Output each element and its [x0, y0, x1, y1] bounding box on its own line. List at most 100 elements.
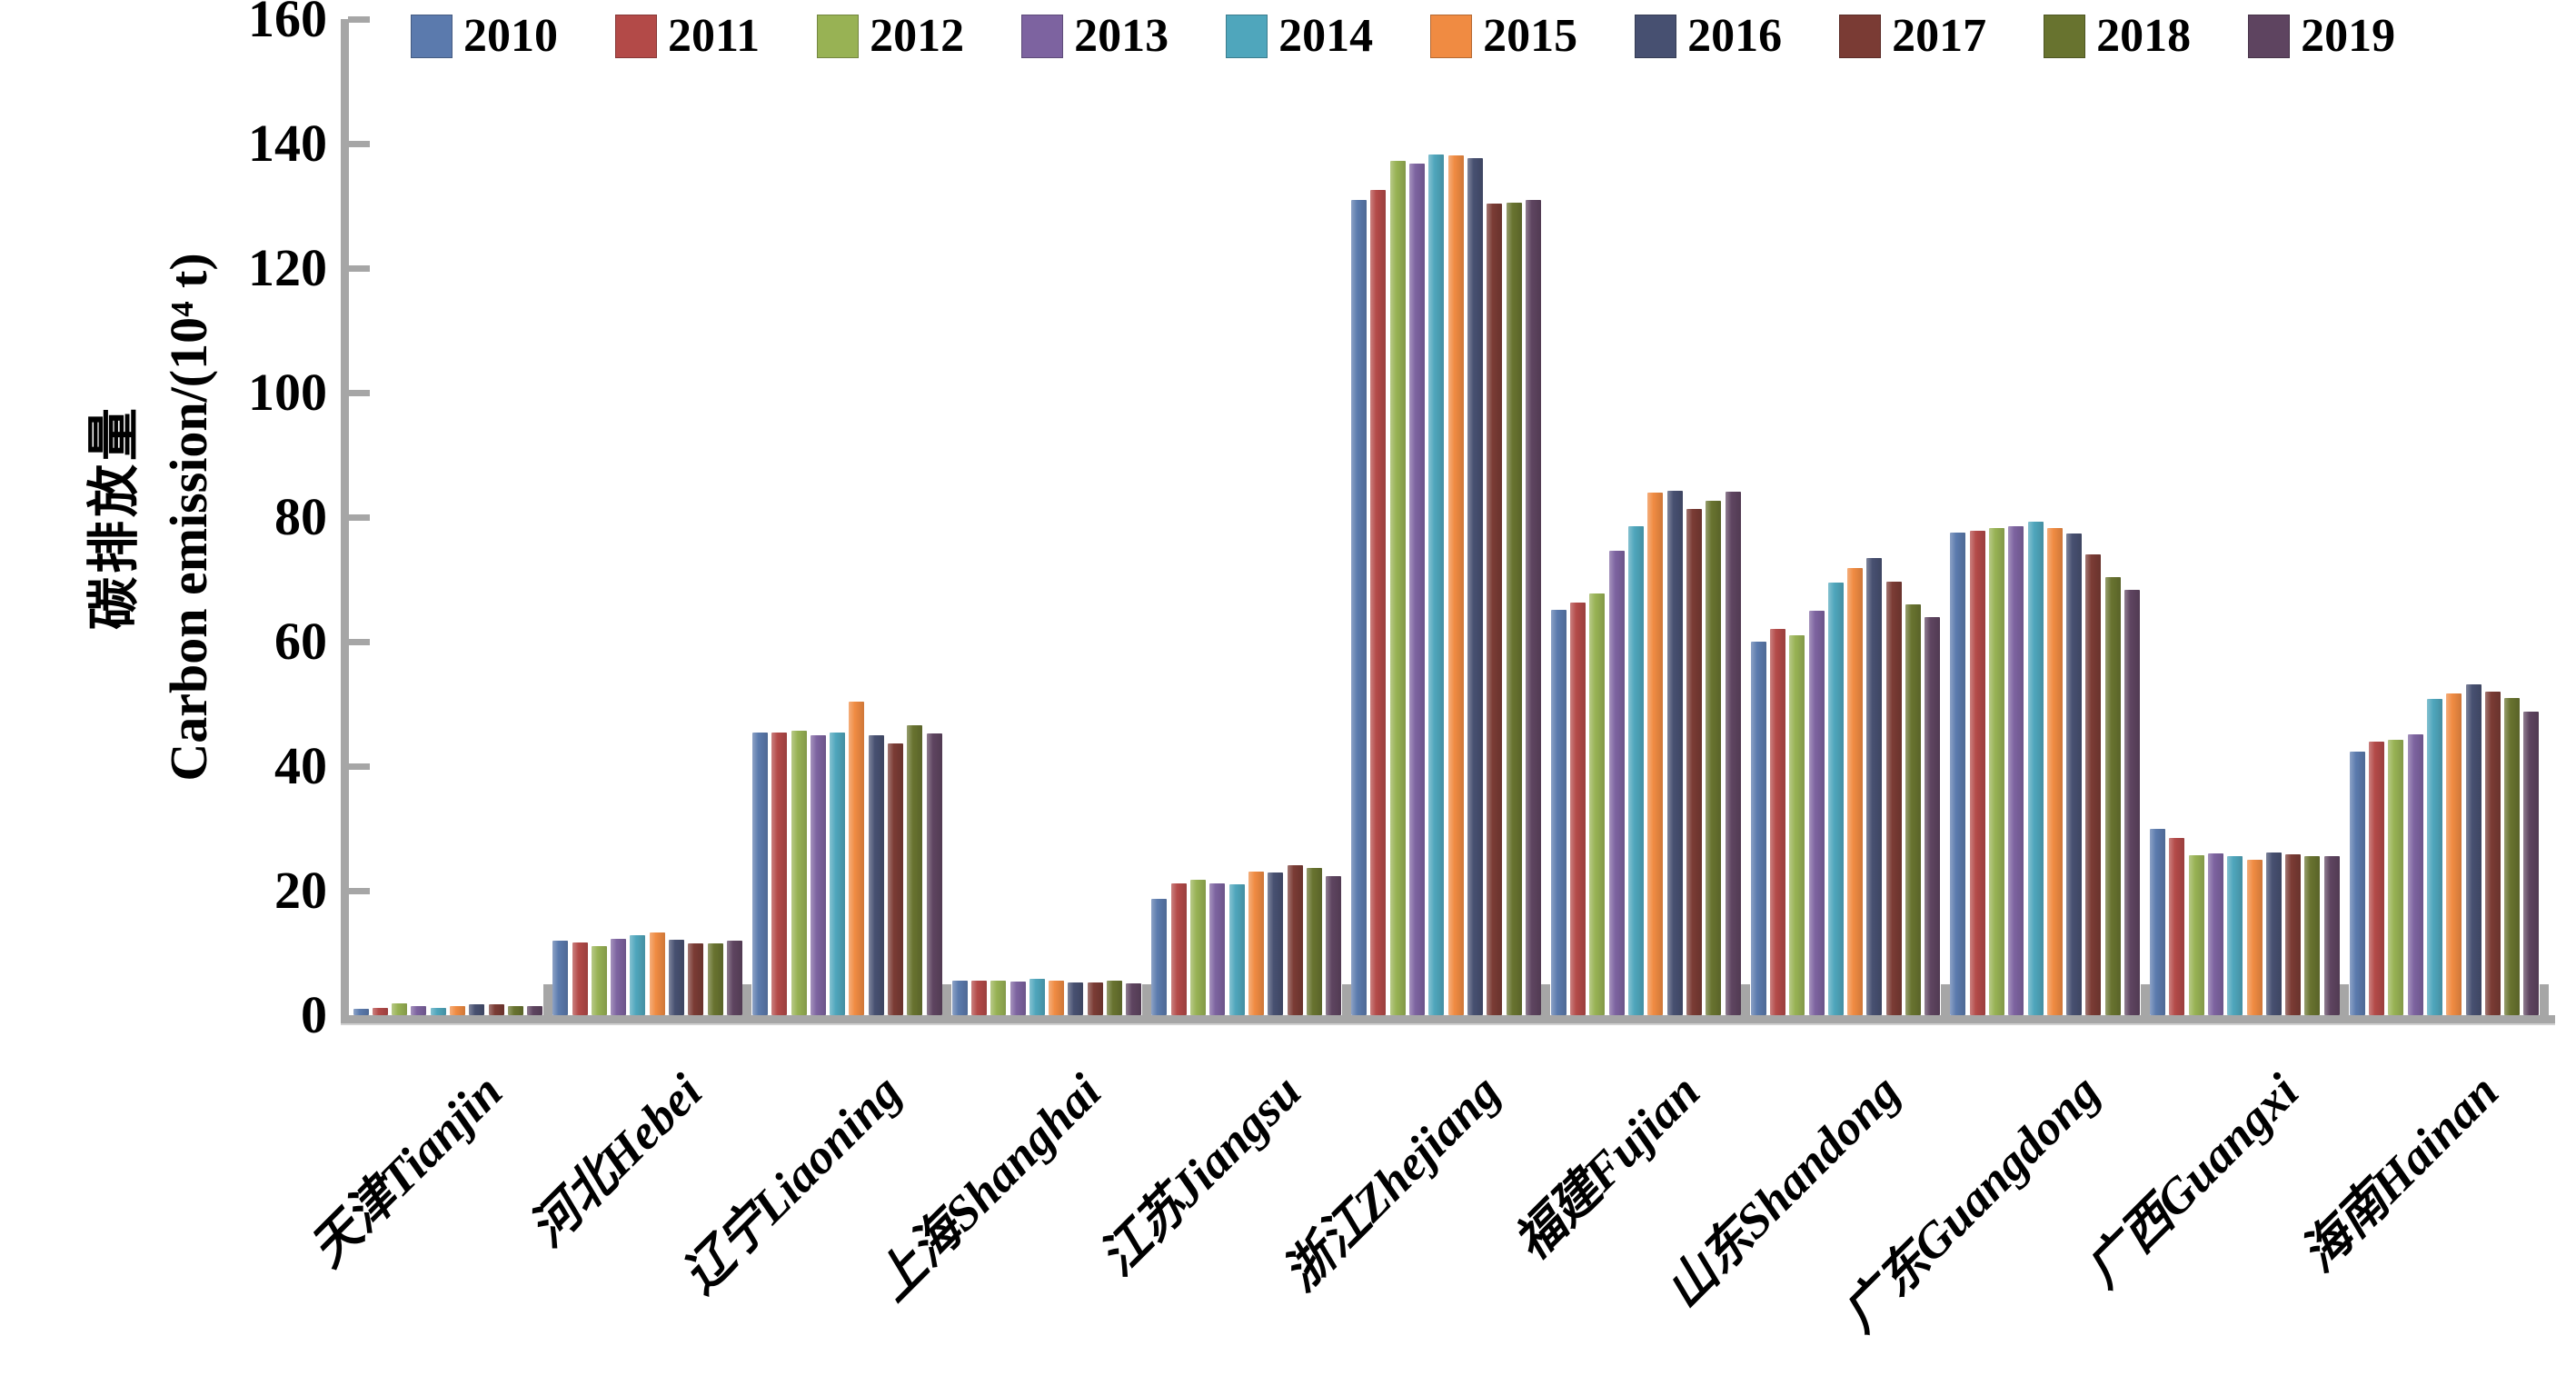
- bar-2018-江苏Jiangsu: [1306, 868, 1322, 1015]
- legend-swatch-2010: [411, 15, 453, 58]
- legend-item-2014: 2014: [1226, 13, 1373, 60]
- bar-2019-海南Hainan: [2523, 712, 2540, 1015]
- bar-2016-天津Tianjin: [469, 1003, 485, 1016]
- x-axis-tick-9: [2140, 984, 2150, 1015]
- x-axis-line: [341, 1015, 2555, 1023]
- bar-2011-海南Hainan: [2369, 741, 2385, 1016]
- bar-2014-辽宁Liaoning: [830, 733, 846, 1015]
- bar-2016-福建Fujian: [1666, 491, 1683, 1015]
- legend-swatch-2012: [817, 15, 860, 58]
- legend-item-2015: 2015: [1430, 13, 1577, 60]
- legend-label-2015: 2015: [1483, 10, 1578, 62]
- legend-item-2019: 2019: [2248, 13, 2395, 60]
- bar-2017-海南Hainan: [2484, 691, 2501, 1016]
- legend-swatch-2015: [1430, 15, 1473, 58]
- legend-label-2017: 2017: [1892, 10, 1987, 62]
- y-tick-label-120: 120: [248, 238, 327, 297]
- bar-2018-浙江Zhejiang: [1506, 203, 1522, 1015]
- x-axis-tick-4: [1141, 984, 1151, 1015]
- bar-2010-上海Shanghai: [951, 981, 968, 1015]
- bar-2015-山东Shandong: [1847, 568, 1864, 1015]
- bar-2016-上海Shanghai: [1068, 982, 1084, 1016]
- bar-2014-江苏Jiangsu: [1228, 884, 1245, 1015]
- bar-2018-海南Hainan: [2504, 697, 2521, 1016]
- bar-2014-上海Shanghai: [1029, 978, 1045, 1016]
- legend-swatch-2018: [2044, 15, 2086, 58]
- x-axis-tick-11: [2540, 984, 2549, 1015]
- bar-2017-上海Shanghai: [1087, 982, 1103, 1015]
- bar-2017-广东Guangdong: [2085, 554, 2102, 1015]
- bar-2019-福建Fujian: [1725, 491, 1741, 1016]
- legend-item-2016: 2016: [1635, 13, 1782, 60]
- legend-label-2011: 2011: [668, 10, 761, 62]
- bar-2018-广东Guangdong: [2104, 577, 2121, 1015]
- bar-2017-福建Fujian: [1686, 509, 1702, 1015]
- bar-2010-河北Hebei: [552, 941, 569, 1015]
- bar-2014-广东Guangdong: [2027, 522, 2044, 1015]
- bar-2012-浙江Zhejiang: [1389, 161, 1406, 1015]
- bar-2012-广东Guangdong: [1988, 528, 2004, 1015]
- legend-label-2018: 2018: [2096, 10, 2192, 62]
- bar-2014-浙江Zhejiang: [1428, 154, 1445, 1016]
- bar-2019-河北Hebei: [726, 941, 742, 1015]
- legend-swatch-2014: [1226, 15, 1268, 58]
- bar-2010-广东Guangdong: [1950, 533, 1966, 1015]
- bar-2016-山东Shandong: [1866, 557, 1883, 1016]
- bar-2011-河北Hebei: [572, 942, 588, 1016]
- bar-2012-福建Fujian: [1589, 593, 1606, 1016]
- bar-2013-天津Tianjin: [411, 1005, 427, 1016]
- bar-2010-浙江Zhejiang: [1351, 199, 1368, 1016]
- bar-2016-河北Hebei: [669, 940, 685, 1015]
- bar-2014-广西Guangxi: [2227, 856, 2243, 1015]
- bar-2014-山东Shandong: [1827, 582, 1844, 1016]
- y-tick-140: [348, 141, 370, 147]
- x-axis-tick-1: [542, 984, 552, 1015]
- legend-label-2019: 2019: [2301, 10, 2396, 62]
- bar-2010-天津Tianjin: [353, 1009, 369, 1015]
- bar-2013-海南Hainan: [2407, 734, 2423, 1015]
- bar-2018-上海Shanghai: [1107, 981, 1123, 1015]
- y-axis-line: [341, 19, 349, 1023]
- bar-2015-河北Hebei: [649, 932, 665, 1016]
- bar-2010-海南Hainan: [2349, 751, 2365, 1016]
- bar-2016-广西Guangxi: [2265, 853, 2282, 1015]
- bar-2019-广东Guangdong: [2124, 590, 2141, 1015]
- bar-2015-江苏Jiangsu: [1248, 872, 1264, 1015]
- y-tick-20: [348, 888, 370, 894]
- bar-2012-上海Shanghai: [990, 980, 1007, 1016]
- bar-2018-河北Hebei: [707, 942, 723, 1016]
- legend-label-2016: 2016: [1687, 10, 1783, 62]
- bar-2015-广西Guangxi: [2246, 859, 2263, 1016]
- bar-2017-浙江Zhejiang: [1487, 204, 1503, 1015]
- legend-swatch-2019: [2248, 15, 2291, 58]
- legend-swatch-2016: [1635, 15, 1677, 58]
- legend-item-2010: 2010: [411, 13, 558, 60]
- bar-2011-上海Shanghai: [970, 980, 987, 1016]
- x-category-label-7: 福建Fujian: [1504, 1063, 1711, 1271]
- legend-label-2013: 2013: [1074, 10, 1169, 62]
- x-axis-tick-8: [1940, 984, 1950, 1015]
- bar-2010-广西Guangxi: [2150, 828, 2166, 1015]
- bar-2011-广东Guangdong: [1969, 531, 1985, 1015]
- bar-2013-辽宁Liaoning: [810, 734, 826, 1016]
- legend-item-2013: 2013: [1021, 13, 1169, 60]
- bar-2011-天津Tianjin: [372, 1007, 388, 1016]
- bar-2015-天津Tianjin: [450, 1005, 465, 1016]
- bar-2010-山东Shandong: [1750, 642, 1766, 1015]
- bar-2017-河北Hebei: [688, 942, 704, 1016]
- y-tick-40: [348, 763, 370, 770]
- bar-2011-辽宁Liaoning: [771, 733, 788, 1015]
- legend-label-2010: 2010: [463, 10, 558, 62]
- y-tick-160: [348, 16, 370, 23]
- bar-2019-辽宁Liaoning: [926, 733, 942, 1016]
- bar-2015-上海Shanghai: [1049, 980, 1065, 1016]
- bar-2011-浙江Zhejiang: [1370, 190, 1387, 1015]
- x-axis-tick-5: [1341, 984, 1351, 1015]
- bar-2011-江苏Jiangsu: [1170, 882, 1187, 1016]
- bar-2017-江苏Jiangsu: [1287, 864, 1303, 1016]
- bar-2012-广西Guangxi: [2188, 854, 2204, 1016]
